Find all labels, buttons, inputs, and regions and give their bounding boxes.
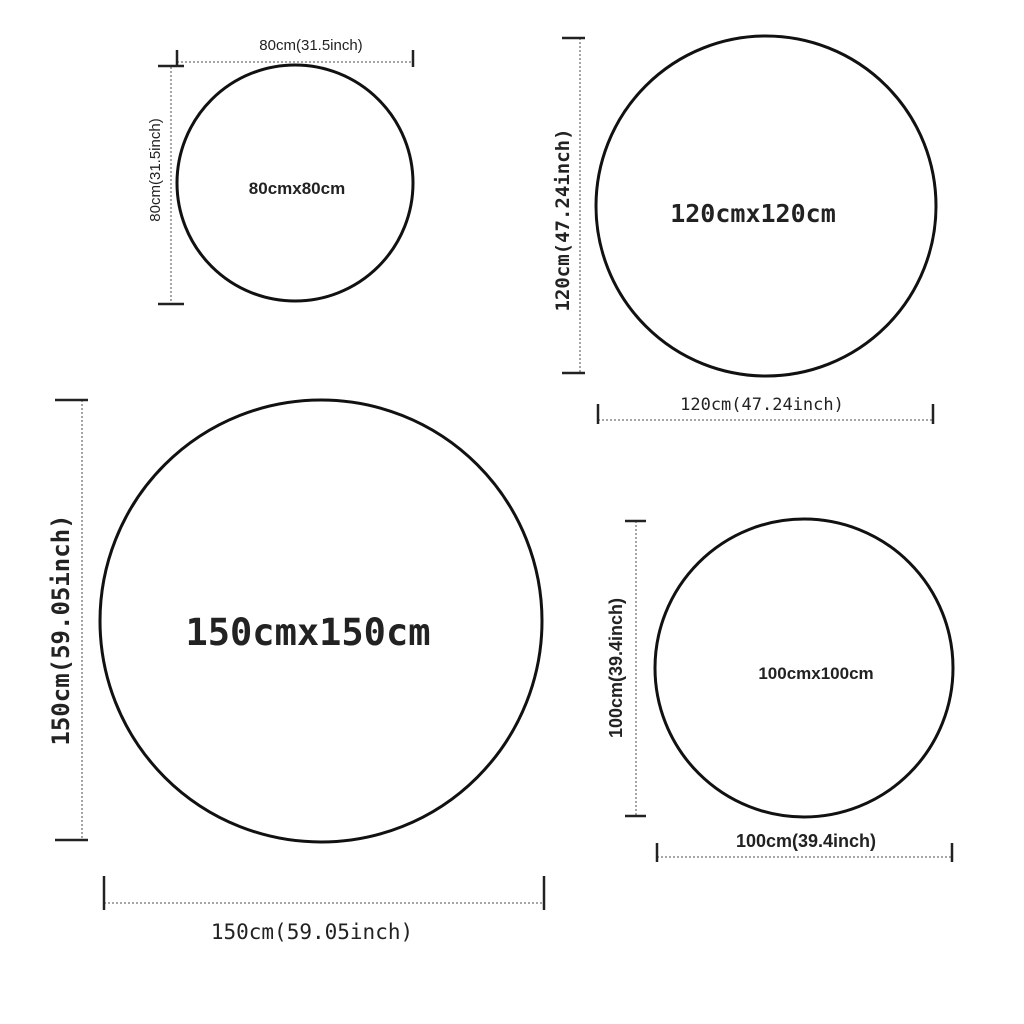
circle-150-group: 150cm(59.05inch) 150cm(59.05inch) 150cmx… (47, 398, 546, 944)
center-label-80: 80cmx80cm (249, 179, 345, 198)
center-label-120: 120cmx120cm (670, 199, 836, 228)
circle-100 (653, 517, 955, 819)
center-label-150: 150cmx150cm (185, 611, 430, 654)
circle-100-group: 100cm(39.4inch) 100cm(39.4inch) 100cmx10… (606, 517, 955, 862)
circle-150 (98, 398, 544, 844)
width-label-150: 150cm(59.05inch) (211, 920, 413, 944)
circle-80 (175, 63, 415, 303)
width-label-120: 120cm(47.24inch) (680, 395, 844, 415)
height-label-120: 120cm(47.24inch) (552, 128, 574, 311)
height-label-150: 150cm(59.05inch) (47, 514, 75, 745)
height-label-100: 100cm(39.4inch) (606, 598, 626, 738)
circle-120-group: 120cm(47.24inch) 120cm(47.24inch) 120cmx… (552, 34, 938, 424)
width-label-100: 100cm(39.4inch) (736, 831, 876, 851)
circle-80-group: 80cm(31.5inch) 80cm(31.5inch) 80cmx80cm (147, 37, 415, 306)
width-label-80: 80cm(31.5inch) (259, 37, 362, 54)
height-label-80: 80cm(31.5inch) (147, 118, 164, 221)
center-label-100: 100cmx100cm (758, 664, 873, 683)
circle-120 (594, 34, 938, 378)
